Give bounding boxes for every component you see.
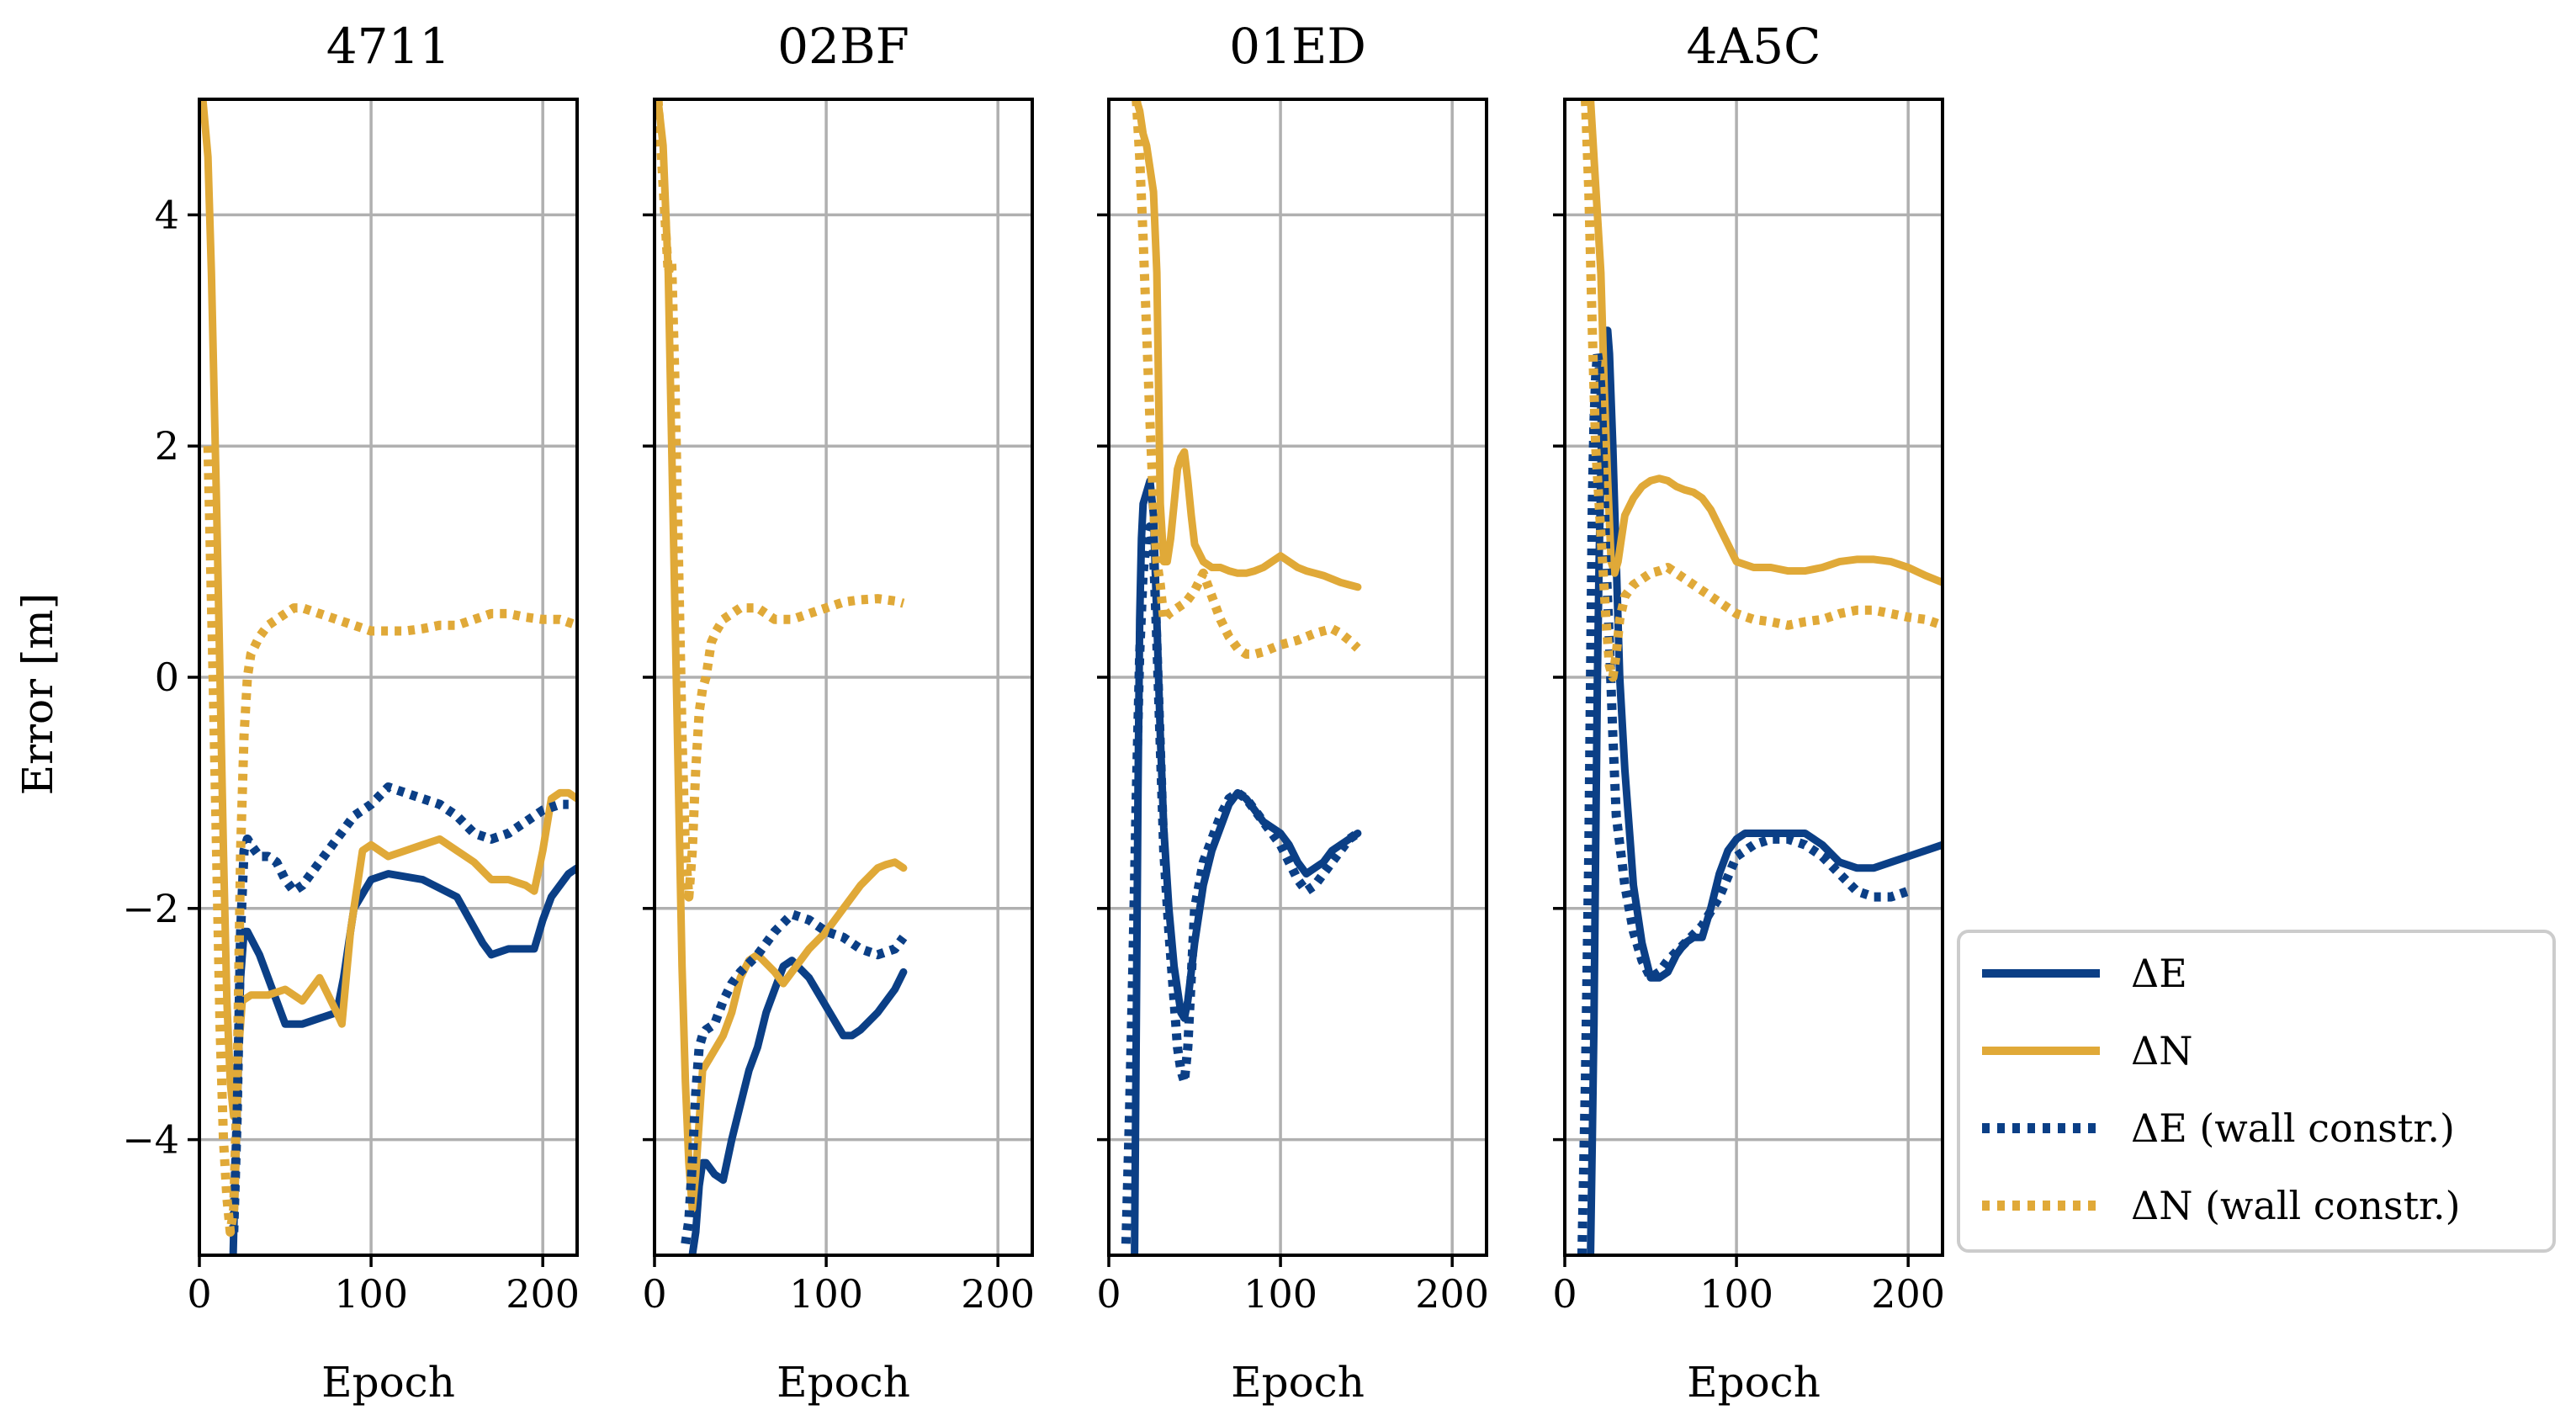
- legend-entry: ΔE: [1982, 951, 2187, 996]
- x-tick-label: 0: [1552, 1271, 1577, 1317]
- series-line-delta-e: [688, 957, 908, 1255]
- series-line-delta-n: [655, 99, 908, 1213]
- y-axis-label: Error [m]: [13, 593, 62, 796]
- x-tick-label: 200: [1415, 1271, 1489, 1317]
- x-axis-label: Epoch: [1231, 1358, 1365, 1407]
- legend-label: ΔE (wall constr.): [2131, 1105, 2455, 1151]
- x-tick-label: 0: [1096, 1271, 1121, 1317]
- legend-label: ΔE: [2131, 951, 2187, 996]
- series-group: [1121, 99, 1362, 1255]
- x-tick-label: 100: [1699, 1271, 1773, 1317]
- legend-entry: ΔE (wall constr.): [1982, 1105, 2455, 1151]
- series-line-delta-n-wall-constr: [203, 446, 577, 1237]
- series-line-delta-e-wall-constr: [681, 909, 908, 1245]
- legend-label: ΔN: [2131, 1028, 2192, 1073]
- series-line-delta-n: [1132, 99, 1362, 591]
- y-tick-label: −4: [122, 1117, 179, 1163]
- series-line-delta-e-wall-constr: [1577, 348, 1910, 1255]
- x-tick-label: 0: [187, 1271, 211, 1317]
- legend-box: [1957, 930, 2556, 1253]
- x-tick-label: 200: [506, 1271, 580, 1317]
- x-axis-label: Epoch: [1687, 1358, 1821, 1407]
- x-tick-label: 200: [1871, 1271, 1945, 1317]
- series-line-delta-n: [199, 99, 577, 1121]
- x-tick-label: 100: [334, 1271, 408, 1317]
- panel-4: 0 100 200 4A5C Epoch: [1552, 18, 1945, 1407]
- panel-title: 4711: [326, 18, 451, 75]
- x-axis-label: Epoch: [777, 1358, 910, 1407]
- series-line-delta-e-wall-constr: [229, 782, 569, 1233]
- series-line-delta-n: [1587, 99, 1943, 586]
- legend-label: ΔN (wall constr.): [2131, 1183, 2461, 1228]
- y-tick-label: −2: [122, 886, 179, 931]
- series-line-delta-n-wall-constr: [655, 99, 905, 902]
- x-tick-label: 0: [642, 1271, 666, 1317]
- x-tick-label: 100: [789, 1271, 863, 1317]
- legend: ΔE ΔN ΔE (wall constr.) ΔN (wall constr.): [1957, 930, 2556, 1253]
- legend-entry: ΔN: [1982, 1028, 2192, 1073]
- series-group: [1577, 99, 1943, 1255]
- y-tick-label: 4: [155, 192, 179, 237]
- series-line-delta-n-wall-constr: [1581, 99, 1943, 682]
- x-tick-label: 100: [1243, 1271, 1317, 1317]
- series-group: [199, 99, 577, 1255]
- panel-3: 0 100 200 01ED Epoch: [1096, 18, 1489, 1407]
- x-tick-label: 200: [961, 1271, 1035, 1317]
- y-tick-label: 2: [155, 423, 179, 469]
- panel-title: 4A5C: [1686, 18, 1821, 75]
- legend-entry: ΔN (wall constr.): [1982, 1183, 2461, 1228]
- y-tick-label: 0: [155, 655, 179, 700]
- series-line-delta-e: [1587, 326, 1943, 1255]
- panel-title: 02BF: [777, 18, 909, 75]
- panel-1: 0 100 200 −4 −2 0 2 4 4711 Epoch: [122, 18, 580, 1407]
- x-axis-label: Epoch: [321, 1358, 455, 1407]
- panel-2: 0 100 200 02BF Epoch: [642, 18, 1035, 1407]
- series-group: [655, 99, 908, 1255]
- panel-title: 01ED: [1229, 18, 1366, 75]
